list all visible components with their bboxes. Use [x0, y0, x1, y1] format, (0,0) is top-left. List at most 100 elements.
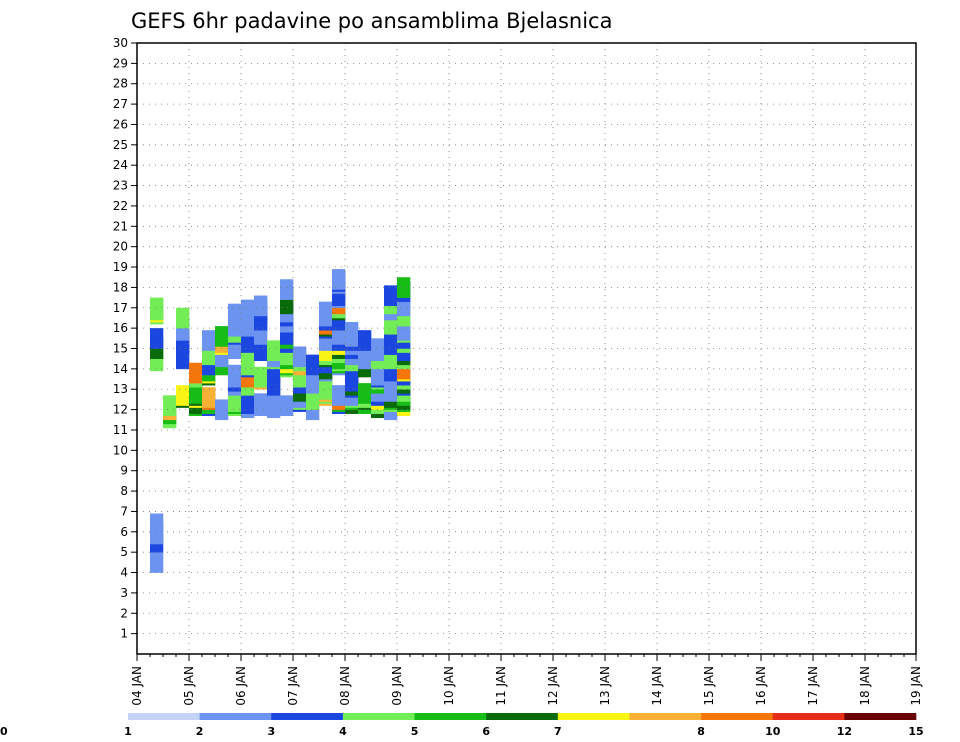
colorbar-segment — [271, 713, 344, 720]
heatmap-cell — [189, 383, 203, 404]
colorbar-label: 7 — [554, 725, 562, 738]
heatmap-cell — [202, 330, 216, 351]
colorbar-segment — [128, 713, 200, 720]
x-tick-label: 12 JAN — [546, 666, 560, 706]
heatmap-cell — [241, 393, 255, 414]
y-tick-label: 24 — [113, 158, 128, 172]
colorbar-segment — [844, 713, 917, 720]
colorbar-label: 8 — [697, 725, 705, 738]
heatmap-cell — [150, 513, 164, 535]
heatmap-cell — [345, 322, 359, 343]
x-tick-label: 07 JAN — [286, 666, 300, 706]
x-tick-label: 14 JAN — [650, 666, 664, 706]
heatmap-cell — [150, 552, 164, 573]
heatmap-cell — [332, 269, 346, 290]
colorbar-label: 3 — [267, 725, 275, 738]
x-tick-label: 11 JAN — [494, 666, 508, 706]
x-axis-ticks: 04 JAN 05 JAN 06 JAN 07 JAN 08 JAN 09 JAN 10 J… — [130, 654, 923, 706]
x-tick-label: 10 JAN — [442, 666, 456, 706]
y-tick-label: 12 — [113, 403, 128, 417]
colorbar-segment — [629, 713, 702, 720]
y-tick-label: 6 — [120, 525, 128, 539]
x-tick-label: 06 JAN — [234, 666, 248, 706]
heatmap-cell — [228, 391, 242, 412]
heatmap-cell — [202, 387, 216, 408]
colorbar-segment — [414, 713, 487, 720]
colorbar-segment — [557, 713, 630, 720]
y-tick-label: 26 — [113, 117, 128, 131]
heatmap-cells — [150, 269, 411, 573]
y-tick-label: 1 — [120, 627, 128, 641]
heatmap-cell — [332, 385, 346, 406]
heatmap-cell — [254, 340, 268, 362]
x-tick-label: 05 JAN — [182, 666, 196, 706]
heatmap-cell — [358, 330, 372, 351]
y-tick-label: 16 — [113, 321, 128, 335]
heatmap-cell — [280, 395, 294, 417]
x-tick-label: 16 JAN — [754, 666, 768, 706]
y-tick-label: 13 — [113, 382, 128, 396]
y-tick-label: 10 — [113, 443, 128, 457]
y-tick-label: 22 — [113, 199, 128, 213]
heatmap-cell — [254, 295, 268, 317]
heatmap-cell — [228, 364, 242, 386]
y-tick-label: 2 — [120, 606, 128, 620]
colorbar-segment — [342, 713, 415, 720]
colorbar-label: 5 — [411, 725, 419, 738]
y-tick-label: 15 — [113, 342, 128, 356]
x-tick-label: 15 JAN — [702, 666, 716, 706]
heatmap-cell — [358, 383, 372, 404]
x-tick-label: 08 JAN — [338, 666, 352, 706]
heatmap-cell — [150, 297, 164, 319]
heatmap-cell — [319, 301, 333, 323]
heatmap-cell — [267, 397, 281, 419]
heatmap-cell — [267, 340, 281, 362]
colorbar-label: 4 — [339, 725, 347, 738]
colorbar-label: 2 — [196, 725, 204, 738]
x-tick-label: 18 JAN — [858, 666, 872, 706]
y-tick-label: 25 — [113, 138, 128, 152]
heatmap-cell — [293, 346, 307, 368]
colorbar-segment — [772, 713, 845, 720]
colorbar-label: 15 — [908, 725, 923, 738]
heatmap-cell — [215, 326, 229, 347]
colorbar-label: 12 — [837, 725, 852, 738]
y-tick-label: 21 — [113, 219, 128, 233]
heatmap-cell — [371, 364, 385, 386]
heatmap-cell — [176, 307, 190, 329]
y-tick-label: 17 — [113, 301, 128, 315]
colorbar-segment — [701, 713, 774, 720]
colorbar-label: 1 — [124, 725, 132, 738]
x-tick-label: 09 JAN — [390, 666, 404, 706]
y-tick-label: 5 — [120, 545, 128, 559]
heatmap-cell — [163, 395, 177, 417]
y-tick-label: 19 — [113, 260, 128, 274]
y-tick-label: 4 — [120, 566, 128, 580]
colorbar-legend: 1234567810121520 — [0, 713, 924, 738]
heatmap-cell — [189, 362, 203, 384]
y-tick-label: 28 — [113, 77, 128, 91]
y-tick-label: 8 — [120, 484, 128, 498]
y-tick-label: 14 — [113, 362, 128, 376]
colorbar-segment — [486, 713, 559, 720]
heatmap-cell — [280, 279, 294, 300]
heatmap-cell — [150, 328, 164, 349]
y-tick-label: 29 — [113, 56, 128, 70]
heatmap-cell — [384, 285, 398, 307]
colorbar-label: 20 — [0, 725, 8, 738]
y-tick-label: 3 — [120, 586, 128, 600]
x-tick-label: 19 JAN — [909, 666, 923, 706]
y-tick-label: 20 — [113, 240, 128, 254]
heatmap-cell — [176, 385, 190, 406]
y-tick-label: 27 — [113, 97, 128, 111]
y-tick-label: 7 — [120, 504, 128, 518]
y-tick-label: 23 — [113, 179, 128, 193]
heatmap-cell — [241, 299, 255, 321]
x-tick-label: 17 JAN — [806, 666, 820, 706]
heatmap-cell — [254, 366, 268, 388]
heatmap-cell — [228, 303, 242, 325]
y-axis-ticks: 1234567891011121314151617181920212223242… — [113, 36, 137, 641]
y-tick-label: 9 — [120, 464, 128, 478]
y-tick-label: 11 — [113, 423, 128, 437]
